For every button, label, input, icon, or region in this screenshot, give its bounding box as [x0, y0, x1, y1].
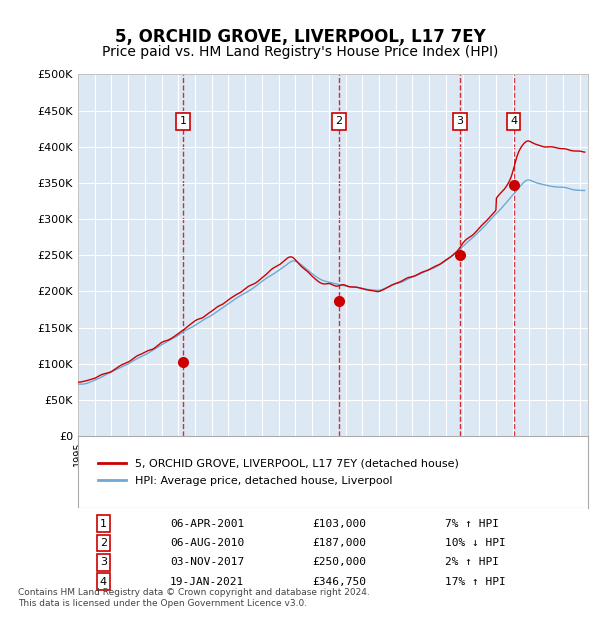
- Text: Price paid vs. HM Land Registry's House Price Index (HPI): Price paid vs. HM Land Registry's House …: [102, 45, 498, 59]
- Text: 4: 4: [510, 117, 517, 126]
- Text: 1: 1: [100, 519, 107, 529]
- Text: 10% ↓ HPI: 10% ↓ HPI: [445, 538, 506, 548]
- Text: 2: 2: [335, 117, 343, 126]
- Text: 03-NOV-2017: 03-NOV-2017: [170, 557, 244, 567]
- Text: £250,000: £250,000: [313, 557, 367, 567]
- Text: 19-JAN-2021: 19-JAN-2021: [170, 577, 244, 587]
- Text: 3: 3: [457, 117, 463, 126]
- Text: £187,000: £187,000: [313, 538, 367, 548]
- Text: 5, ORCHID GROVE, LIVERPOOL, L17 7EY: 5, ORCHID GROVE, LIVERPOOL, L17 7EY: [115, 28, 485, 46]
- Text: £103,000: £103,000: [313, 519, 367, 529]
- Text: 7% ↑ HPI: 7% ↑ HPI: [445, 519, 499, 529]
- Text: Contains HM Land Registry data © Crown copyright and database right 2024.
This d: Contains HM Land Registry data © Crown c…: [18, 588, 370, 608]
- Text: 4: 4: [100, 577, 107, 587]
- Legend: 5, ORCHID GROVE, LIVERPOOL, L17 7EY (detached house), HPI: Average price, detach: 5, ORCHID GROVE, LIVERPOOL, L17 7EY (det…: [94, 454, 463, 490]
- Text: 17% ↑ HPI: 17% ↑ HPI: [445, 577, 506, 587]
- Text: 06-AUG-2010: 06-AUG-2010: [170, 538, 244, 548]
- Text: 2% ↑ HPI: 2% ↑ HPI: [445, 557, 499, 567]
- Text: 3: 3: [100, 557, 107, 567]
- Text: 06-APR-2001: 06-APR-2001: [170, 519, 244, 529]
- Text: 2: 2: [100, 538, 107, 548]
- Text: £346,750: £346,750: [313, 577, 367, 587]
- Text: 1: 1: [179, 117, 187, 126]
